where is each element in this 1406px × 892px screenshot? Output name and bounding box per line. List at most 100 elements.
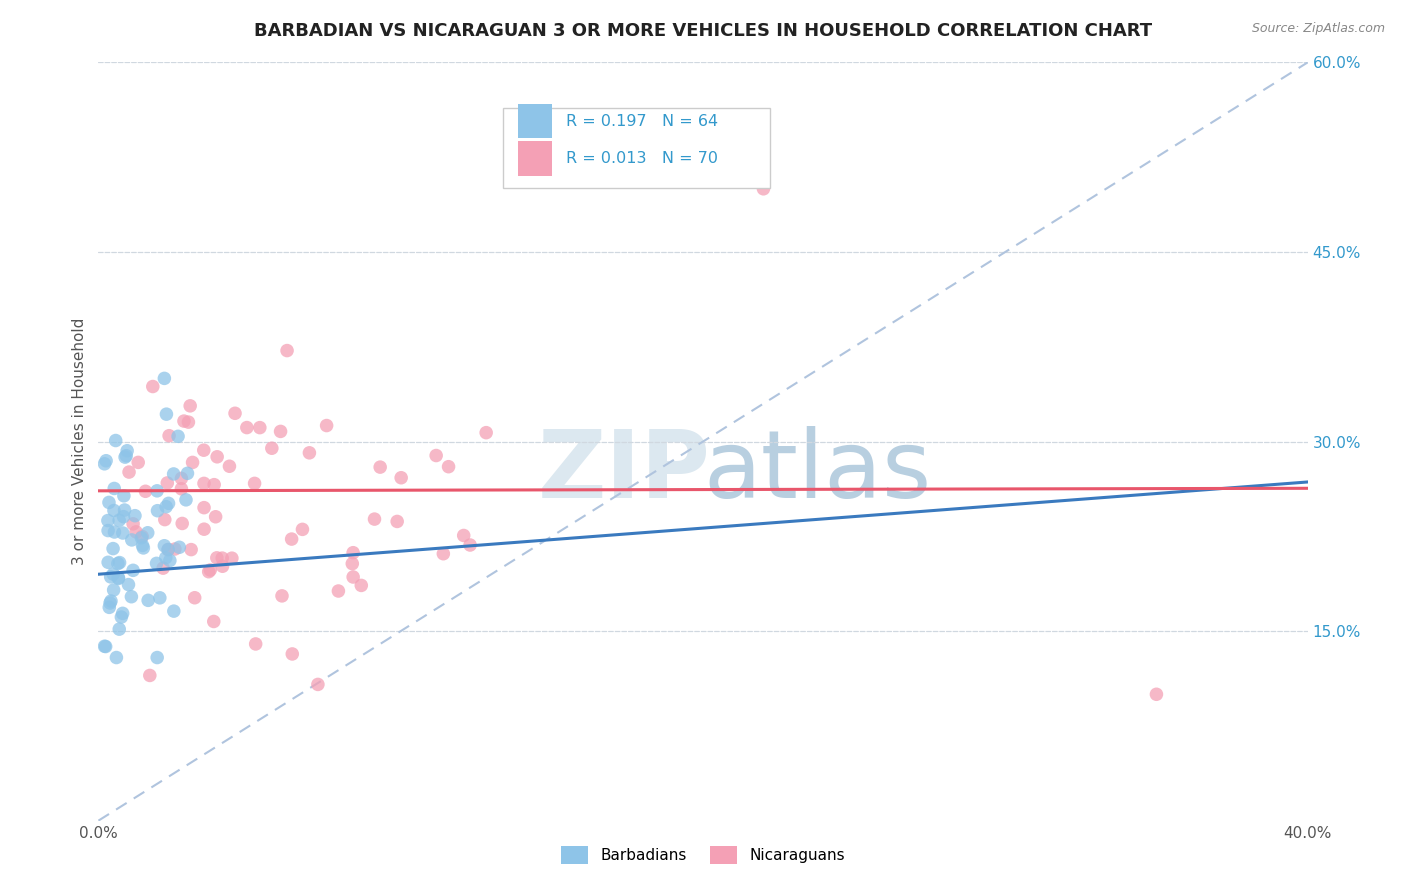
Point xyxy=(122,516,145,531)
Point xyxy=(115,449,138,463)
Point xyxy=(176,467,198,481)
Point xyxy=(101,541,124,556)
Text: Source: ZipAtlas.com: Source: ZipAtlas.com xyxy=(1251,22,1385,36)
Point xyxy=(103,482,125,496)
Point xyxy=(458,538,481,552)
Point xyxy=(97,495,120,509)
Point xyxy=(180,542,202,557)
Point xyxy=(127,455,149,469)
Point xyxy=(159,553,181,567)
Point xyxy=(94,640,117,654)
Point xyxy=(211,551,233,566)
Point xyxy=(153,371,176,385)
Point xyxy=(281,647,304,661)
Point xyxy=(131,529,153,543)
Point xyxy=(97,555,120,569)
Point xyxy=(249,420,271,434)
Point xyxy=(453,528,475,542)
Point xyxy=(155,550,177,565)
Point xyxy=(136,525,159,540)
Point xyxy=(153,513,176,527)
Point xyxy=(183,591,205,605)
Point xyxy=(107,571,129,585)
Point xyxy=(173,414,195,428)
Point xyxy=(155,407,177,421)
Point xyxy=(157,496,180,510)
Text: ZIP: ZIP xyxy=(538,425,711,518)
Point xyxy=(100,594,122,608)
Point xyxy=(307,677,329,691)
Point xyxy=(243,476,266,491)
Point xyxy=(93,457,115,471)
Legend: Barbadians, Nicaraguans: Barbadians, Nicaraguans xyxy=(555,840,851,870)
Point xyxy=(134,484,156,499)
Point xyxy=(125,524,148,539)
Point xyxy=(103,582,125,597)
Point xyxy=(97,524,120,538)
Point xyxy=(342,546,364,560)
Point xyxy=(111,607,134,621)
Point xyxy=(149,591,172,605)
Point xyxy=(350,578,373,592)
Point xyxy=(218,459,240,474)
Point xyxy=(270,425,292,439)
Point xyxy=(104,434,127,448)
Point xyxy=(136,593,159,607)
FancyBboxPatch shape xyxy=(517,104,553,138)
Point xyxy=(115,443,138,458)
Point xyxy=(475,425,498,440)
Y-axis label: 3 or more Vehicles in Household: 3 or more Vehicles in Household xyxy=(72,318,87,566)
Point xyxy=(211,559,233,574)
Point xyxy=(121,533,143,547)
Point xyxy=(112,509,135,524)
Point xyxy=(100,570,122,584)
Point xyxy=(131,538,153,552)
Point xyxy=(110,610,132,624)
Point xyxy=(142,379,165,393)
Point xyxy=(139,668,162,682)
Point xyxy=(124,508,146,523)
Point xyxy=(112,489,135,503)
Point xyxy=(298,446,321,460)
Point xyxy=(221,551,243,566)
Point xyxy=(108,513,131,527)
Point xyxy=(146,504,169,518)
Point xyxy=(163,541,186,556)
Point xyxy=(177,415,200,429)
Point xyxy=(205,450,228,464)
Point xyxy=(107,571,129,585)
Point xyxy=(120,590,142,604)
Point xyxy=(98,600,121,615)
Point xyxy=(197,565,219,579)
Point xyxy=(146,483,169,498)
Point xyxy=(368,460,391,475)
Point xyxy=(117,577,139,591)
Point xyxy=(291,522,314,536)
Point xyxy=(108,556,131,570)
Point xyxy=(103,567,125,582)
Point xyxy=(98,596,121,610)
Point xyxy=(280,532,302,546)
Point xyxy=(111,526,134,541)
Point xyxy=(93,639,115,653)
Point xyxy=(145,557,167,571)
Point xyxy=(204,509,226,524)
Point xyxy=(107,557,129,571)
FancyBboxPatch shape xyxy=(517,142,553,176)
Point xyxy=(103,503,125,517)
Point xyxy=(152,561,174,575)
Point xyxy=(122,563,145,577)
Point xyxy=(363,512,385,526)
Point xyxy=(193,500,215,515)
Point xyxy=(114,450,136,464)
Point xyxy=(437,459,460,474)
Point xyxy=(157,428,180,442)
Point xyxy=(132,541,155,555)
Point xyxy=(389,471,412,485)
Point xyxy=(342,557,364,571)
Point xyxy=(157,542,180,557)
Point xyxy=(114,503,136,517)
Point xyxy=(169,541,191,555)
Point xyxy=(202,477,225,491)
Point xyxy=(193,476,215,491)
